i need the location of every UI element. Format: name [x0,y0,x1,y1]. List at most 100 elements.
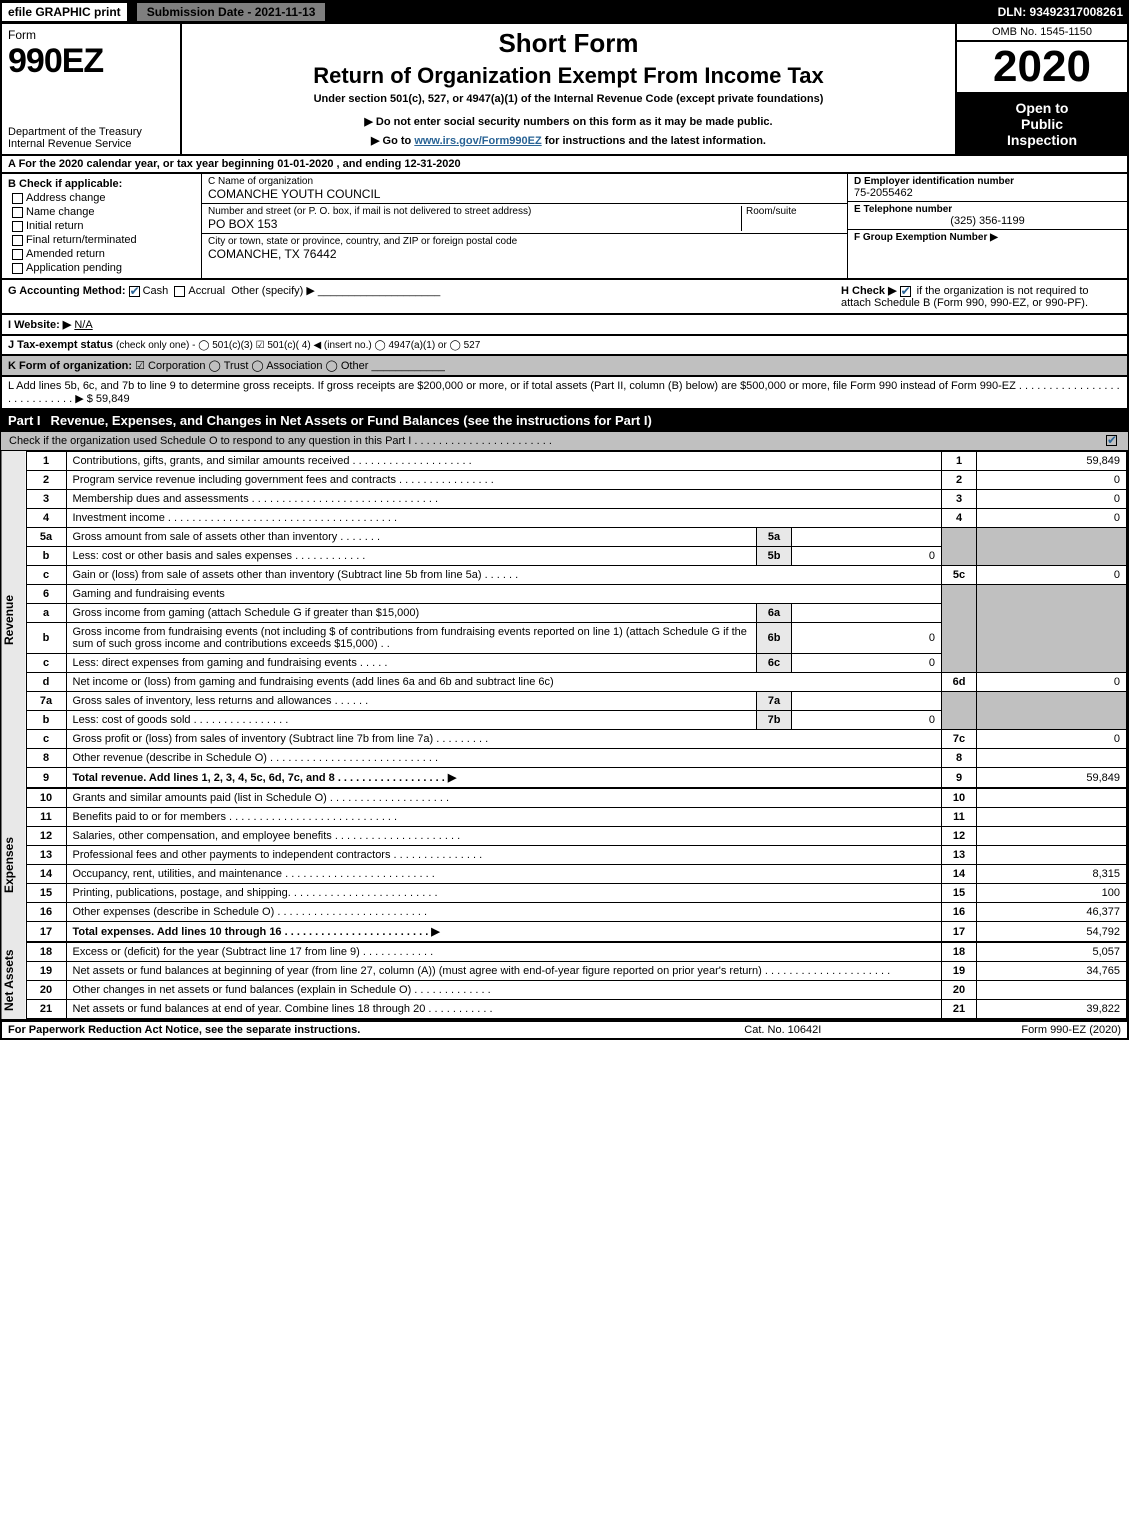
ein-value: 75-2055462 [854,187,1121,199]
ein-cell: D Employer identification number 75-2055… [848,174,1127,202]
chk-amended-return[interactable]: Amended return [12,248,195,260]
line-13: 13Professional fees and other payments t… [26,846,1127,865]
revenue-table: 1Contributions, gifts, grants, and simil… [26,451,1128,788]
open-to-public-box: Open to Public Inspection [957,94,1127,154]
chk-cash[interactable] [129,286,140,297]
irs-link[interactable]: www.irs.gov/Form990EZ [414,135,541,147]
section-b: B Check if applicable: Address change Na… [2,174,202,278]
net-assets-table: 18Excess or (deficit) for the year (Subt… [26,942,1128,1019]
section-d: D Employer identification number 75-2055… [847,174,1127,278]
ein-label: D Employer identification number [854,176,1121,187]
expenses-section: Expenses 10Grants and similar amounts pa… [0,788,1129,942]
chk-address-change[interactable]: Address change [12,192,195,204]
tel-label: E Telephone number [854,204,1121,215]
street-label: Number and street (or P. O. box, if mail… [208,206,741,217]
header-left: Form 990EZ Department of the Treasury In… [2,24,182,154]
j-label: J Tax-exempt status [8,339,113,351]
revenue-side-label: Revenue [2,451,26,788]
line-11: 11Benefits paid to or for members . . . … [26,808,1127,827]
form-number: 990EZ [8,42,174,81]
part-1-subhead: Check if the organization used Schedule … [0,431,1129,451]
line-14: 14Occupancy, rent, utilities, and mainte… [26,865,1127,884]
form-number-footer: Form 990-EZ (2020) [1021,1024,1121,1036]
tel-value: (325) 356-1199 [854,215,1121,227]
line-7a: 7aGross sales of inventory, less returns… [26,692,1127,711]
goto-pre: ▶ Go to [371,135,414,147]
street-value: PO BOX 153 [208,217,741,231]
paperwork-notice: For Paperwork Reduction Act Notice, see … [8,1024,744,1036]
goto-line: ▶ Go to www.irs.gov/Form990EZ for instru… [190,134,947,147]
row-k: K Form of organization: ☑ Corporation ◯ … [0,356,1129,377]
header-mid: Short Form Return of Organization Exempt… [182,24,957,154]
form-header: Form 990EZ Department of the Treasury In… [0,24,1129,156]
footer: For Paperwork Reduction Act Notice, see … [0,1021,1129,1040]
line-3: 3Membership dues and assessments . . . .… [26,490,1127,509]
line-5c: cGain or (loss) from sale of assets othe… [26,566,1127,585]
line-21: 21Net assets or fund balances at end of … [26,1000,1127,1019]
line-6d: dNet income or (loss) from gaming and fu… [26,673,1127,692]
goto-post: for instructions and the latest informat… [542,135,766,147]
open-line-3: Inspection [961,132,1123,148]
chk-sched-b[interactable] [900,286,911,297]
line-1: 1Contributions, gifts, grants, and simil… [26,452,1127,471]
row-i: I Website: ▶ N/A [0,315,1129,336]
line-4: 4Investment income . . . . . . . . . . .… [26,509,1127,528]
section-bcd: B Check if applicable: Address change Na… [0,174,1129,280]
row-j: J Tax-exempt status (check only one) - ◯… [0,336,1129,356]
org-name-label: C Name of organization [208,176,841,187]
k-label: K Form of organization: [8,360,132,372]
chk-application-pending[interactable]: Application pending [12,262,195,274]
chk-final-return[interactable]: Final return/terminated [12,234,195,246]
group-label: F Group Exemption Number ▶ [854,232,1121,243]
i-label: I Website: ▶ [8,319,71,331]
cat-number: Cat. No. 10642I [744,1024,821,1036]
g-label: G Accounting Method: [8,285,126,297]
org-name-value: COMANCHE YOUTH COUNCIL [208,187,841,201]
line-6: 6Gaming and fundraising events [26,585,1127,604]
line-17: 17Total expenses. Add lines 10 through 1… [26,922,1127,942]
chk-accrual[interactable] [174,286,185,297]
dln-number: DLN: 93492317008261 [998,5,1129,19]
part-1-header: Part I Revenue, Expenses, and Changes in… [0,410,1129,431]
ssn-notice: ▶ Do not enter social security numbers o… [190,115,947,128]
section-c: C Name of organization COMANCHE YOUTH CO… [202,174,847,278]
tel-cell: E Telephone number (325) 356-1199 [848,202,1127,230]
chk-initial-return[interactable]: Initial return [12,220,195,232]
omb-number: OMB No. 1545-1150 [957,24,1127,42]
line-9: 9Total revenue. Add lines 1, 2, 3, 4, 5c… [26,768,1127,788]
sched-o-check-text: Check if the organization used Schedule … [9,435,1106,447]
open-line-2: Public [961,116,1123,132]
efile-print-label[interactable]: efile GRAPHIC print [0,1,129,23]
expenses-side-label: Expenses [2,788,26,942]
expenses-table: 10Grants and similar amounts paid (list … [26,788,1128,942]
header-right: OMB No. 1545-1150 2020 Open to Public In… [957,24,1127,154]
city-label: City or town, state or province, country… [208,236,841,247]
row-g-h: G Accounting Method: Cash Accrual Other … [0,280,1129,315]
row-a-tax-year: A For the 2020 calendar year, or tax yea… [0,156,1129,174]
dept-treasury: Department of the Treasury Internal Reve… [8,126,174,150]
line-10: 10Grants and similar amounts paid (list … [26,789,1127,808]
open-line-1: Open to [961,100,1123,116]
h-label: H Check ▶ [841,285,897,297]
form-label: Form [8,28,174,42]
return-title: Return of Organization Exempt From Incom… [190,63,947,89]
submission-date: Submission Date - 2021-11-13 [135,1,328,23]
street-cell: Number and street (or P. O. box, if mail… [202,204,847,234]
website-value: N/A [74,319,92,331]
line-20: 20Other changes in net assets or fund ba… [26,981,1127,1000]
line-16: 16Other expenses (describe in Schedule O… [26,903,1127,922]
net-assets-section: Net Assets 18Excess or (deficit) for the… [0,942,1129,1021]
city-value: COMANCHE, TX 76442 [208,247,841,261]
line-19: 19Net assets or fund balances at beginni… [26,962,1127,981]
part-1-label: Part I [8,413,41,428]
chk-sched-o[interactable] [1106,435,1117,446]
k-text: ☑ Corporation ◯ Trust ◯ Association ◯ Ot… [135,360,368,372]
room-label: Room/suite [746,206,841,217]
chk-name-change[interactable]: Name change [12,206,195,218]
city-cell: City or town, state or province, country… [202,234,847,263]
under-section-text: Under section 501(c), 527, or 4947(a)(1)… [190,93,947,105]
short-form-title: Short Form [190,28,947,59]
line-8: 8Other revenue (describe in Schedule O) … [26,749,1127,768]
line-15: 15Printing, publications, postage, and s… [26,884,1127,903]
row-l: L Add lines 5b, 6c, and 7b to line 9 to … [0,377,1129,410]
